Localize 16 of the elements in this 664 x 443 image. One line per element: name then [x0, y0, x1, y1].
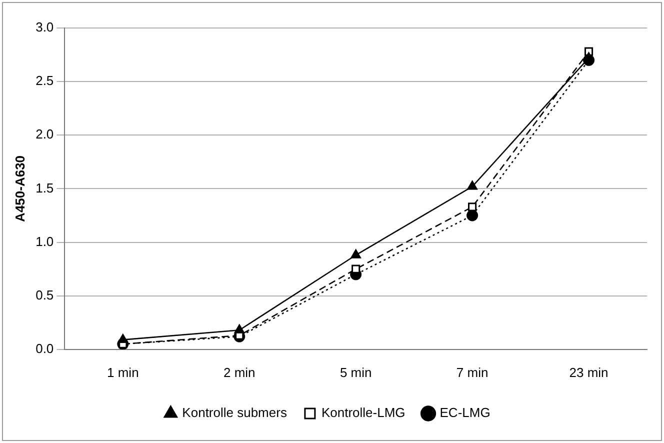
y-tick-label: 3.0: [36, 20, 54, 35]
y-tick-label: 1.5: [36, 180, 54, 196]
y-tick-label: 0.5: [36, 287, 54, 302]
x-tick-label: 5 min: [340, 364, 372, 380]
legend-label: Kontrolle-LMG: [321, 405, 406, 420]
legend-label: Kontrolle submers: [182, 405, 288, 420]
y-tick-label: 2.5: [36, 73, 54, 88]
x-tick-label: 7 min: [456, 364, 488, 380]
y-tick-label: 2.0: [36, 126, 54, 142]
x-tick-label: 23 min: [569, 364, 608, 380]
y-axis-title: A450-A630: [12, 155, 28, 222]
x-tick-label: 1 min: [107, 364, 139, 380]
y-tick-label: 1.0: [36, 234, 54, 249]
x-tick-label: 2 min: [223, 364, 256, 380]
y-tick-label: 0.0: [36, 340, 54, 356]
legend-label: EC-LMG: [440, 405, 490, 420]
